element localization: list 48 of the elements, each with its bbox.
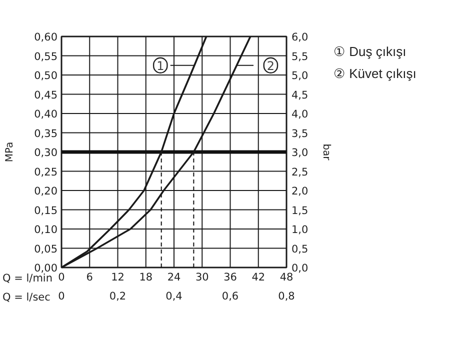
x-axis-title: Q = l/min (2, 272, 52, 284)
y-tick-label: 0,45 (34, 89, 58, 102)
y2-tick-label: 2,0 (292, 186, 308, 198)
y-tick-label: 0,40 (34, 108, 58, 120)
y2-tick-label: 6,0 (292, 32, 308, 44)
legend-label: 2 (266, 58, 275, 73)
x-tick-label: 42 (252, 272, 266, 284)
x2-tick-label: 0,2 (109, 290, 126, 302)
y2-tick-label: 4,5 (292, 89, 308, 102)
x-tick-label: 0 (58, 272, 65, 284)
y2-tick-label: 3,5 (292, 128, 308, 140)
text: ② Küvet çıkışı (334, 66, 416, 81)
y-tick-label: 0,15 (34, 204, 58, 217)
y2-tick-label: 1,0 (292, 224, 308, 236)
x-tick-label: 12 (111, 272, 124, 284)
y-tick-label: 0,50 (34, 70, 58, 82)
x-tick-label: 36 (224, 272, 238, 284)
x-tick-label: 24 (167, 272, 181, 284)
x-tick-label: 30 (195, 272, 209, 284)
y-tick-label: 0,35 (34, 128, 58, 140)
y2-tick-label: 1,5 (292, 204, 308, 217)
x-tick-label: 48 (280, 272, 294, 284)
y-tick-label: 0,00 (34, 262, 58, 274)
y-tick-label: 0,60 (34, 32, 58, 44)
y-tick-label: 0,25 (34, 166, 58, 178)
y-tick-label: 0,20 (34, 186, 58, 198)
y2-tick-label: 0,5 (292, 243, 308, 256)
x2-tick-label: 0,8 (278, 290, 295, 302)
y2-axis-title: bar (320, 144, 332, 162)
y-tick-label: 0,10 (34, 224, 58, 236)
y2-tick-label: 3,0 (292, 147, 308, 159)
y2-tick-label: 4,0 (292, 108, 308, 120)
x-tick-label: 6 (86, 272, 94, 284)
y-tick-label: 0,30 (34, 147, 58, 159)
y-tick-label: 0,05 (34, 243, 58, 256)
x2-tick-label: 0,6 (222, 290, 239, 302)
x2-tick-label: 0,4 (166, 290, 183, 302)
y2-tick-label: 5,5 (292, 50, 308, 63)
text: ① Duş çıkışı (334, 44, 406, 59)
y-tick-label: 0,55 (34, 50, 58, 63)
x2-tick-label: 0 (58, 290, 65, 302)
x2-axis-title: Q = l/sec (2, 292, 51, 304)
y2-tick-label: 0,0 (292, 262, 308, 274)
y2-tick-label: 5,0 (292, 70, 308, 82)
y-axis-title: MPa (4, 142, 16, 162)
text: 1 (156, 58, 164, 73)
x-tick-label: 18 (139, 272, 153, 284)
y2-tick-label: 2,5 (292, 166, 308, 178)
